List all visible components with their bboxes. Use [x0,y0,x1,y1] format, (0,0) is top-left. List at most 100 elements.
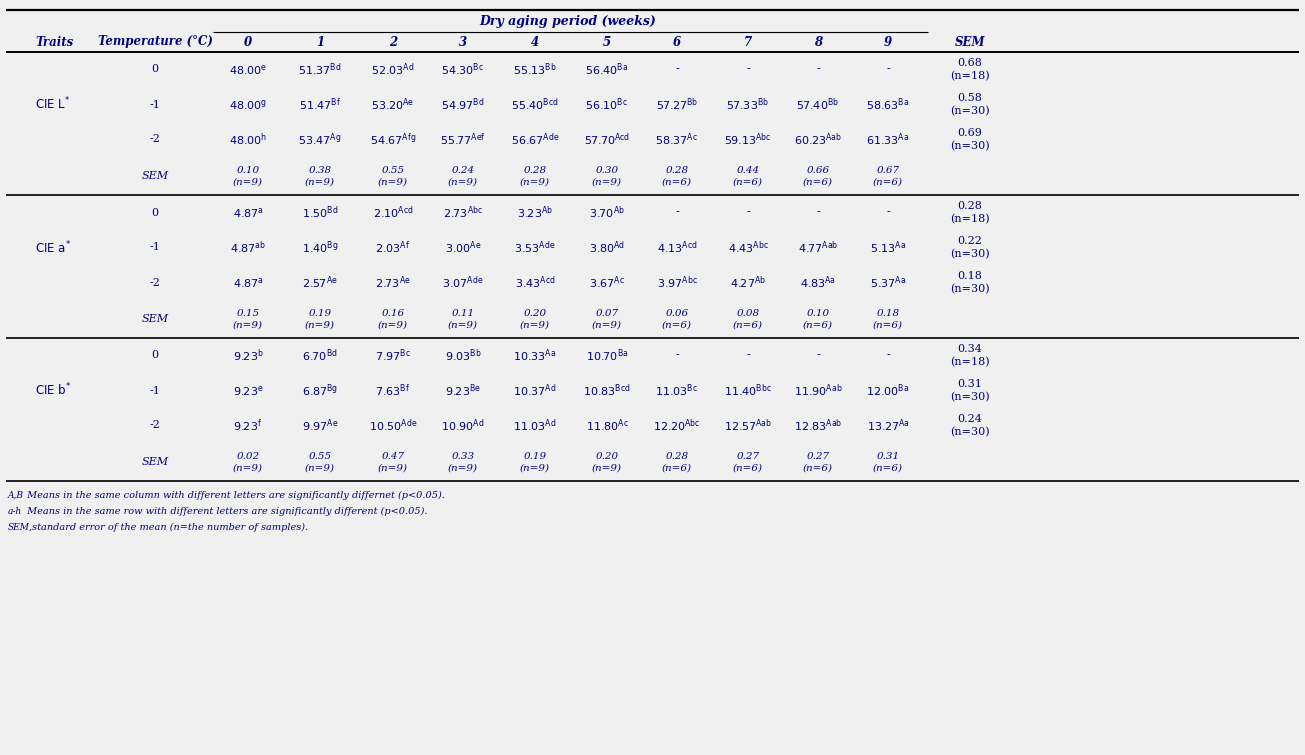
Text: -1: -1 [150,242,161,252]
Text: $\mathrm{60.23}^{\mathregular{Aab}}$: $\mathrm{60.23}^{\mathregular{Aab}}$ [793,131,842,148]
Text: $\mathrm{3.53}^{\mathregular{Ade}}$: $\mathrm{3.53}^{\mathregular{Ade}}$ [514,239,556,256]
Text: $\mathrm{9.23}^{\mathregular{f}}$: $\mathrm{9.23}^{\mathregular{f}}$ [234,418,262,434]
Text: -: - [886,350,890,360]
Text: $\mathrm{54.97}^{\mathregular{Bd}}$: $\mathrm{54.97}^{\mathregular{Bd}}$ [441,96,484,112]
Text: Temperature (°C): Temperature (°C) [98,35,213,48]
Text: $\mathrm{13.27}^{\mathregular{Aa}}$: $\mathrm{13.27}^{\mathregular{Aa}}$ [867,418,910,434]
Text: -: - [746,208,750,217]
Text: 0.44
(n=6): 0.44 (n=6) [733,166,763,186]
Text: $\mathrm{48.00}^{\mathregular{e}}$: $\mathrm{48.00}^{\mathregular{e}}$ [228,63,268,76]
Text: 0.27
(n=6): 0.27 (n=6) [733,452,763,472]
Text: -: - [886,64,890,75]
Text: 0.55
(n=9): 0.55 (n=9) [378,166,408,186]
Text: $\mathrm{9.03}^{\mathregular{Bb}}$: $\mathrm{9.03}^{\mathregular{Bb}}$ [445,347,482,364]
Text: $\mathrm{11.03}^{\mathregular{Ad}}$: $\mathrm{11.03}^{\mathregular{Ad}}$ [513,418,557,434]
Text: -: - [746,350,750,360]
Text: 0.10
(n=9): 0.10 (n=9) [234,166,264,186]
Text: $\mathrm{3.43}^{\mathregular{Acd}}$: $\mathrm{3.43}^{\mathregular{Acd}}$ [514,274,556,291]
Text: $\mathrm{2.57}^{\mathregular{Ae}}$: $\mathrm{2.57}^{\mathregular{Ae}}$ [301,274,338,291]
Text: 0.58
(n=30): 0.58 (n=30) [950,93,989,116]
Text: 0: 0 [151,64,159,75]
Text: $\mathrm{4.77}^{\mathregular{Aab}}$: $\mathrm{4.77}^{\mathregular{Aab}}$ [797,239,838,256]
Text: 0: 0 [151,208,159,217]
Text: $\mathrm{57.27}^{\mathregular{Bb}}$: $\mathrm{57.27}^{\mathregular{Bb}}$ [656,96,698,112]
Text: 0.18
(n=6): 0.18 (n=6) [873,309,903,329]
Text: 0.27
(n=6): 0.27 (n=6) [803,452,833,472]
Text: 0.31
(n=30): 0.31 (n=30) [950,379,989,402]
Text: $\mathrm{9.97}^{\mathregular{Ae}}$: $\mathrm{9.97}^{\mathregular{Ae}}$ [301,418,338,434]
Text: 0.38
(n=9): 0.38 (n=9) [305,166,335,186]
Text: 0.67
(n=6): 0.67 (n=6) [873,166,903,186]
Text: Means in the same row with different letters are significantly different (p<0.05: Means in the same row with different let… [23,507,427,516]
Text: 0: 0 [244,35,252,48]
Text: -: - [675,350,679,360]
Text: $\mathrm{3.00}^{\mathregular{Ae}}$: $\mathrm{3.00}^{\mathregular{Ae}}$ [445,239,482,256]
Text: SEM,: SEM, [8,522,33,532]
Text: $\mathrm{4.87}^{\mathregular{a}}$: $\mathrm{4.87}^{\mathregular{a}}$ [232,205,264,220]
Text: $\mathrm{12.83}^{\mathregular{Aab}}$: $\mathrm{12.83}^{\mathregular{Aab}}$ [793,418,842,434]
Text: $\mathrm{7.63}^{\mathregular{Bf}}$: $\mathrm{7.63}^{\mathregular{Bf}}$ [376,382,411,399]
Text: $\mathrm{55.77}^{\mathregular{Aef}}$: $\mathrm{55.77}^{\mathregular{Aef}}$ [440,131,485,148]
Text: $\mathrm{10.70}^{\mathregular{Ba}}$: $\mathrm{10.70}^{\mathregular{Ba}}$ [586,347,628,364]
Text: Dry aging period (weeks): Dry aging period (weeks) [480,14,656,27]
Text: $\mathrm{61.33}^{\mathregular{Aa}}$: $\mathrm{61.33}^{\mathregular{Aa}}$ [867,131,910,148]
Text: -: - [816,350,820,360]
Text: 8: 8 [814,35,822,48]
Text: $\mathrm{56.10}^{\mathregular{Bc}}$: $\mathrm{56.10}^{\mathregular{Bc}}$ [586,96,629,112]
Text: $\mathrm{2.73}^{\mathregular{Ae}}$: $\mathrm{2.73}^{\mathregular{Ae}}$ [375,274,411,291]
Text: $\mathrm{4.27}^{\mathregular{Ab}}$: $\mathrm{4.27}^{\mathregular{Ab}}$ [729,274,766,291]
Text: $\mathrm{3.23}^{\mathregular{Ab}}$: $\mathrm{3.23}^{\mathregular{Ab}}$ [517,204,553,220]
Text: SEM: SEM [141,457,168,467]
Text: $\mathrm{56.40}^{\mathregular{Ba}}$: $\mathrm{56.40}^{\mathregular{Ba}}$ [586,61,629,78]
Text: -: - [816,64,820,75]
Text: $\mathrm{3.80}^{\mathregular{Ad}}$: $\mathrm{3.80}^{\mathregular{Ad}}$ [589,239,625,256]
Text: $\mathrm{57.33}^{\mathregular{Bb}}$: $\mathrm{57.33}^{\mathregular{Bb}}$ [727,96,770,112]
Text: $\mathrm{56.67}^{\mathregular{Ade}}$: $\mathrm{56.67}^{\mathregular{Ade}}$ [510,131,560,148]
Text: 0.16
(n=9): 0.16 (n=9) [378,309,408,329]
Text: SEM: SEM [141,314,168,324]
Text: 0.55
(n=9): 0.55 (n=9) [305,452,335,472]
Text: $\mathrm{9.23}^{\mathregular{Be}}$: $\mathrm{9.23}^{\mathregular{Be}}$ [445,382,482,399]
Text: $\mathrm{CIE\ L}^{*}$: $\mathrm{CIE\ L}^{*}$ [35,96,70,112]
Text: $\mathrm{4.13}^{\mathregular{Acd}}$: $\mathrm{4.13}^{\mathregular{Acd}}$ [656,239,697,256]
Text: 0.34
(n=18): 0.34 (n=18) [950,344,989,367]
Text: A,B: A,B [8,491,23,500]
Text: 0.06
(n=6): 0.06 (n=6) [662,309,692,329]
Text: 6: 6 [673,35,681,48]
Text: $\mathrm{11.80}^{\mathregular{Ac}}$: $\mathrm{11.80}^{\mathregular{Ac}}$ [586,418,629,434]
Text: 0.24
(n=9): 0.24 (n=9) [448,166,478,186]
Text: $\mathrm{3.07}^{\mathregular{Ade}}$: $\mathrm{3.07}^{\mathregular{Ade}}$ [442,274,484,291]
Text: $\mathrm{11.03}^{\mathregular{Bc}}$: $\mathrm{11.03}^{\mathregular{Bc}}$ [655,382,698,399]
Text: $\mathrm{4.87}^{\mathregular{ab}}$: $\mathrm{4.87}^{\mathregular{ab}}$ [230,239,266,256]
Text: -1: -1 [150,100,161,109]
Text: 0.30
(n=9): 0.30 (n=9) [592,166,622,186]
Text: 0.28
(n=6): 0.28 (n=6) [662,166,692,186]
Text: 0.19
(n=9): 0.19 (n=9) [305,309,335,329]
Text: $\mathrm{10.90}^{\mathregular{Ad}}$: $\mathrm{10.90}^{\mathregular{Ad}}$ [441,418,484,434]
Text: -1: -1 [150,386,161,396]
Text: 3: 3 [459,35,467,48]
Text: 0.69
(n=30): 0.69 (n=30) [950,128,989,151]
Text: -2: -2 [150,278,161,288]
Text: -2: -2 [150,421,161,430]
Text: 0.28
(n=18): 0.28 (n=18) [950,201,989,224]
Text: 0.24
(n=30): 0.24 (n=30) [950,414,989,437]
Text: -2: -2 [150,134,161,144]
Text: $\mathrm{4.87}^{\mathregular{a}}$: $\mathrm{4.87}^{\mathregular{a}}$ [232,276,264,289]
Text: 0.15
(n=9): 0.15 (n=9) [234,309,264,329]
Text: $\mathrm{54.30}^{\mathregular{Bc}}$: $\mathrm{54.30}^{\mathregular{Bc}}$ [441,61,484,78]
Text: 0.08
(n=6): 0.08 (n=6) [733,309,763,329]
Text: $\mathrm{10.83}^{\mathregular{Bcd}}$: $\mathrm{10.83}^{\mathregular{Bcd}}$ [583,382,630,399]
Text: 0.31
(n=6): 0.31 (n=6) [873,452,903,472]
Text: 0.11
(n=9): 0.11 (n=9) [448,309,478,329]
Text: $\mathrm{55.40}^{\mathregular{Bcd}}$: $\mathrm{55.40}^{\mathregular{Bcd}}$ [512,96,559,112]
Text: SEM: SEM [141,171,168,181]
Text: 5: 5 [603,35,611,48]
Text: $\mathrm{10.50}^{\mathregular{Ade}}$: $\mathrm{10.50}^{\mathregular{Ade}}$ [369,418,418,434]
Text: $\mathrm{51.47}^{\mathregular{Bf}}$: $\mathrm{51.47}^{\mathregular{Bf}}$ [299,96,341,112]
Text: 1: 1 [316,35,324,48]
Text: $\mathrm{54.67}^{\mathregular{Afg}}$: $\mathrm{54.67}^{\mathregular{Afg}}$ [369,131,416,148]
Text: Traits: Traits [35,35,73,48]
Text: $\mathrm{2.10}^{\mathregular{Acd}}$: $\mathrm{2.10}^{\mathregular{Acd}}$ [373,204,414,220]
Text: 0.02
(n=9): 0.02 (n=9) [234,452,264,472]
